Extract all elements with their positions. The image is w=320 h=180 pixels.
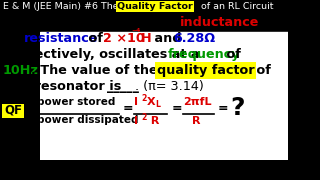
Text: 6.28Ω: 6.28Ω: [173, 32, 215, 45]
Text: 2 ×10: 2 ×10: [103, 32, 145, 45]
Text: quality factor: quality factor: [157, 64, 255, 77]
Text: respectively, oscillates at a: respectively, oscillates at a: [3, 48, 204, 61]
Text: I: I: [134, 116, 138, 126]
Text: power stored: power stored: [37, 97, 116, 107]
Text: L: L: [155, 100, 160, 109]
Text: The resonance circuit having: The resonance circuit having: [3, 16, 216, 29]
Text: =: =: [27, 102, 38, 114]
Text: and: and: [150, 32, 186, 45]
Text: _____: _____: [107, 80, 139, 93]
Text: of: of: [84, 32, 108, 45]
Text: =: =: [218, 102, 228, 114]
Text: and: and: [3, 32, 35, 45]
Text: =: =: [123, 102, 134, 114]
Text: of an RL Circuit: of an RL Circuit: [198, 2, 274, 11]
Text: R: R: [147, 116, 159, 126]
Text: QF: QF: [4, 104, 22, 117]
Text: ?: ?: [230, 96, 244, 120]
Text: of: of: [222, 48, 241, 61]
Text: ⁻⁴: ⁻⁴: [131, 28, 140, 38]
Text: . The value of the: . The value of the: [31, 64, 162, 77]
Text: I: I: [134, 97, 138, 107]
Text: resistance: resistance: [24, 32, 98, 45]
Text: Quality Factor: Quality Factor: [117, 2, 193, 11]
Text: inductance: inductance: [180, 16, 260, 29]
Text: =: =: [172, 102, 183, 114]
Text: 2: 2: [141, 113, 146, 122]
Text: X: X: [147, 97, 156, 107]
Text: . (π= 3.14): . (π= 3.14): [135, 80, 204, 93]
Text: E & M (JEE Main) #6 The: E & M (JEE Main) #6 The: [3, 2, 122, 11]
Text: R: R: [192, 116, 201, 126]
Text: 2πfL: 2πfL: [183, 97, 212, 107]
Text: power dissipated: power dissipated: [37, 115, 139, 125]
Text: this resonator is: this resonator is: [3, 80, 126, 93]
Text: H: H: [141, 32, 152, 45]
Text: 2: 2: [141, 94, 146, 103]
Text: of: of: [252, 64, 271, 77]
Text: 10Hz: 10Hz: [3, 64, 39, 77]
Text: frequency: frequency: [168, 48, 241, 61]
